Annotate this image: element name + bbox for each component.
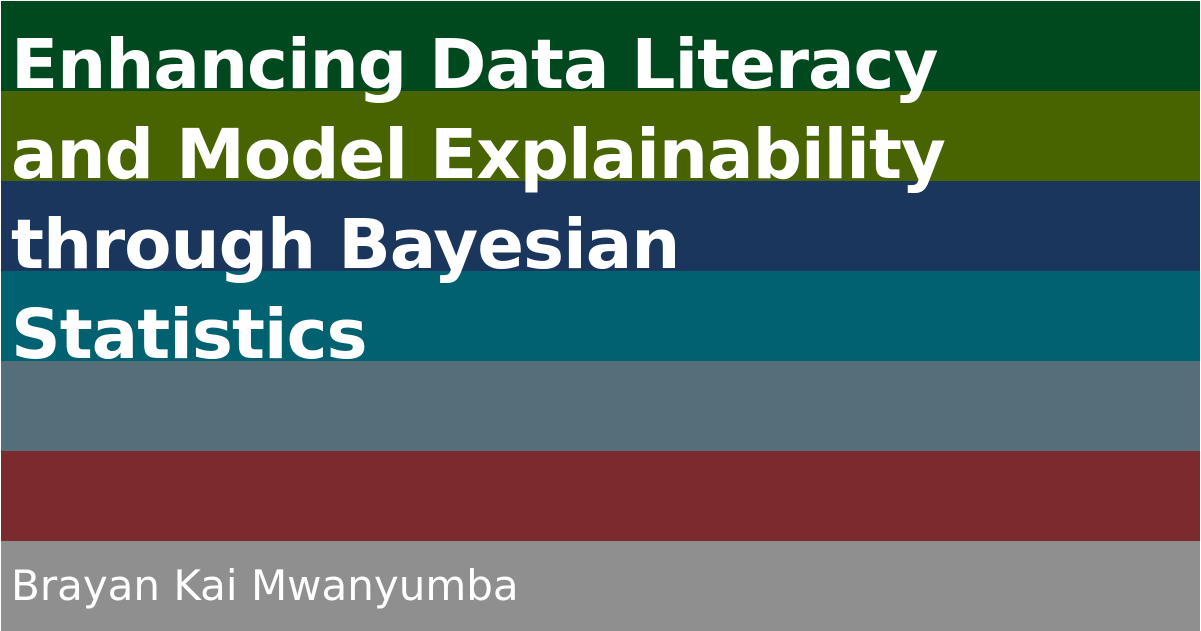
title-line-2: and Model Explainability — [11, 115, 946, 195]
stripe-5 — [1, 361, 1200, 451]
stripe-4 — [1, 271, 1200, 361]
title-line-3: through Bayesian — [11, 205, 680, 285]
author-name: Brayan Kai Mwanyumba — [11, 561, 519, 610]
stripe-2 — [1, 91, 1200, 181]
stripe-7 — [1, 541, 1200, 631]
page-title: Enhancing Data Literacy and Model Explai… — [11, 20, 1191, 380]
stripe-3 — [1, 181, 1200, 271]
stripe-6 — [1, 451, 1200, 541]
title-line-4: Statistics — [11, 295, 368, 375]
title-line-1: Enhancing Data Literacy — [11, 25, 938, 105]
stripe-1 — [1, 1, 1200, 91]
